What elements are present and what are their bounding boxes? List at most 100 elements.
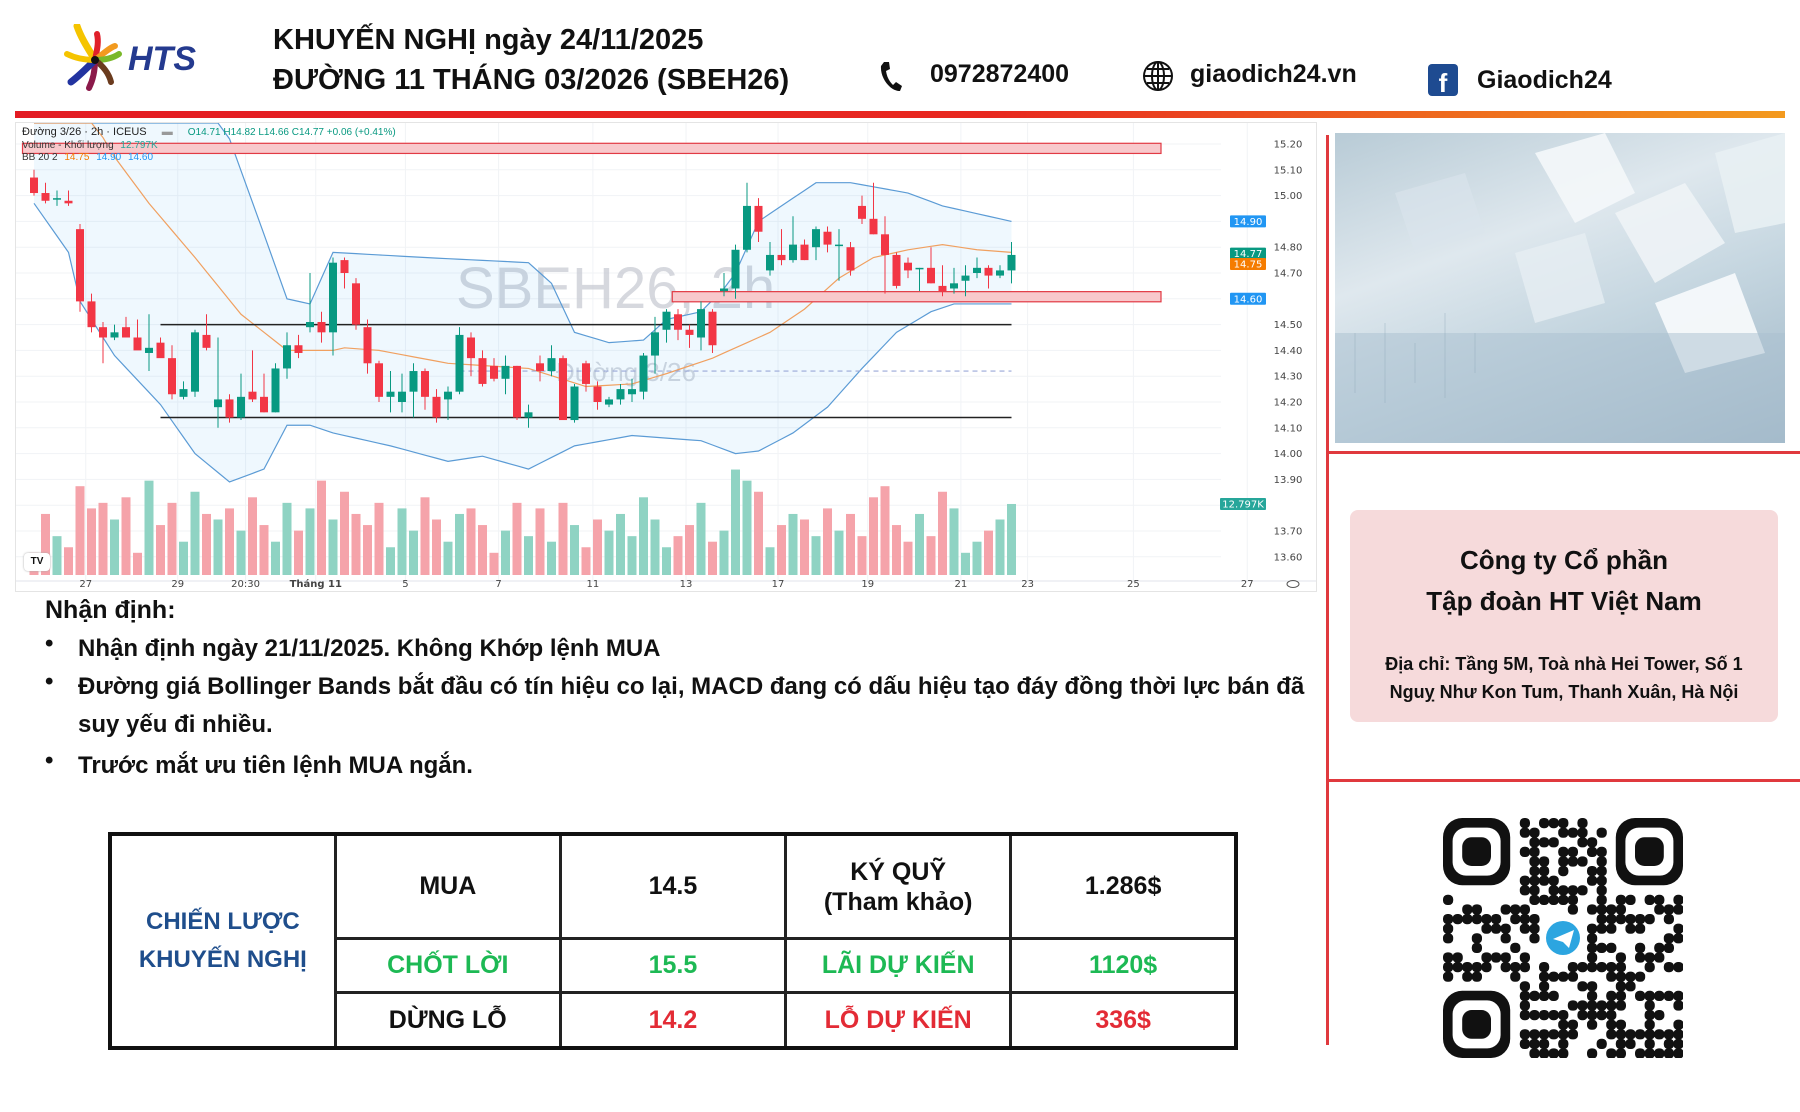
price-badge xyxy=(1230,292,1266,305)
y-tick-label: 14.80 xyxy=(1274,243,1303,254)
volume-bar xyxy=(650,519,660,575)
volume-bar xyxy=(742,480,752,575)
candle-body xyxy=(133,337,142,351)
candle-body xyxy=(501,365,510,379)
eye-icon[interactable] xyxy=(1286,580,1300,588)
bb-mid-value: 14.75 xyxy=(64,152,90,163)
volume-bar xyxy=(593,519,602,575)
candle-body xyxy=(432,396,441,418)
candle-body xyxy=(271,368,280,413)
telegram-qr-code[interactable] xyxy=(1443,818,1684,1059)
volume-badge-label: 12.797K xyxy=(1222,499,1264,510)
candle-body xyxy=(973,267,981,273)
price-badge-label: 14.90 xyxy=(1234,217,1263,228)
candle-body xyxy=(927,267,935,284)
candlestick-chart[interactable]: SBEH26, 2h Đường 3/26 15.2015.1015.0014.… xyxy=(16,123,1316,591)
volume-bar xyxy=(765,547,775,575)
website-link[interactable]: giaodich24.vn xyxy=(1190,60,1357,88)
candle-body xyxy=(490,365,498,379)
volume-bar xyxy=(156,525,165,575)
action-buy: MUA xyxy=(333,832,562,941)
x-tick-label: 20:30 xyxy=(231,579,260,590)
candle-body xyxy=(800,244,809,261)
candle-body xyxy=(329,262,337,333)
candle-body xyxy=(731,249,740,289)
sugar-cubes-image xyxy=(1335,133,1785,443)
volume-bar xyxy=(236,530,246,575)
volume-bar xyxy=(110,519,119,575)
candle-body xyxy=(156,342,165,359)
volume-bar xyxy=(915,513,924,575)
candle-body xyxy=(789,244,797,261)
volume-bar xyxy=(570,525,579,575)
candle-body xyxy=(639,355,648,392)
strategy-label: CHIẾN LƯỢC KHUYẾN NGHỊ xyxy=(108,832,337,1050)
volume-bar xyxy=(420,497,430,575)
y-tick-label: 15.00 xyxy=(1274,191,1303,202)
volume-bar xyxy=(282,502,292,575)
volume-bar xyxy=(305,508,315,575)
volume-bar xyxy=(581,547,591,575)
volume-bar xyxy=(409,530,418,575)
bollinger-upper-line xyxy=(34,123,1012,344)
candle-body xyxy=(191,332,199,392)
volume-bar xyxy=(294,530,303,575)
pinwheel-logo-icon xyxy=(64,22,122,91)
candle-body xyxy=(1007,254,1016,271)
volume-bar xyxy=(512,502,522,575)
volume-bar xyxy=(317,480,326,575)
volume-bar xyxy=(133,552,142,575)
company-name-line2: Tập đoàn HT Việt Nam xyxy=(1426,586,1702,616)
volume-bar xyxy=(880,486,890,575)
volume-bar xyxy=(489,552,499,575)
margin-label-text: KÝ QUỸ (Tham khảo) xyxy=(823,857,973,916)
expected-profit-label: LÃI DỰ KIẾN xyxy=(784,937,1013,995)
candle-body xyxy=(754,205,763,232)
analysis-heading: Nhận định: xyxy=(45,596,176,624)
volume-bar xyxy=(662,547,671,575)
bb-legend[interactable]: BB 20 2 14.75 14.90 14.60 xyxy=(22,152,153,163)
price-badge-label: 14.60 xyxy=(1234,294,1263,305)
stop-loss-label: DỪNG LỖ xyxy=(333,991,562,1050)
volume-legend[interactable]: Volume - Khối lượng 12.797K xyxy=(22,140,158,151)
stop-loss-price: 14.2 xyxy=(558,991,788,1050)
candle-body xyxy=(352,283,360,325)
phone-number[interactable]: 0972872400 xyxy=(930,60,1070,88)
x-tick-label: 23 xyxy=(1021,579,1034,590)
candle-body xyxy=(340,260,349,273)
collapse-legend-icon[interactable]: ▬ xyxy=(161,126,173,138)
page-title: KHUYẾN NGHỊ ngày 24/11/2025 xyxy=(273,24,704,56)
bollinger-middle-line xyxy=(34,123,1012,388)
candle-body xyxy=(145,347,153,353)
chart-legend: Đường 3/26 · 2h · ICEUS ▬ O14.71 H14.82 … xyxy=(22,126,396,138)
price-badge xyxy=(1230,247,1266,260)
candle-body xyxy=(99,327,107,338)
bb-lower-value: 14.60 xyxy=(128,152,154,163)
volume-bar xyxy=(788,513,798,575)
chart-symbol[interactable]: Đường 3/26 · 2h · ICEUS xyxy=(22,126,147,138)
volume-bar xyxy=(846,513,855,575)
candle-body xyxy=(904,262,912,271)
volume-bar xyxy=(52,536,62,575)
facebook-page[interactable]: Giaodich24 xyxy=(1477,66,1612,94)
volume-bar xyxy=(926,536,936,575)
candle-body xyxy=(708,311,717,346)
price-chart[interactable]: SBEH26, 2h Đường 3/26 15.20 15.10 15.00 14.… xyxy=(15,122,1317,592)
volume-bar xyxy=(903,541,913,575)
tradingview-logo[interactable]: TV xyxy=(24,553,50,571)
volume-bar xyxy=(719,530,729,575)
candle-body xyxy=(225,399,234,418)
volume-bar xyxy=(41,513,50,575)
y-tick-label: 14.10 xyxy=(1274,423,1303,434)
candle-body xyxy=(237,396,245,418)
candle-body xyxy=(570,386,579,421)
volume-bar xyxy=(616,513,625,575)
candle-body xyxy=(869,218,878,235)
tv-logo-text: TV xyxy=(30,556,44,567)
x-tick-label: 11 xyxy=(587,579,600,590)
volume-bar xyxy=(558,502,568,575)
volume-bar xyxy=(524,536,533,575)
resistance-zone xyxy=(21,142,1162,155)
bollinger-lower-line xyxy=(33,202,1012,483)
bullet-text: Trước mắt ưu tiên lệnh MUA ngắn. xyxy=(78,752,473,779)
